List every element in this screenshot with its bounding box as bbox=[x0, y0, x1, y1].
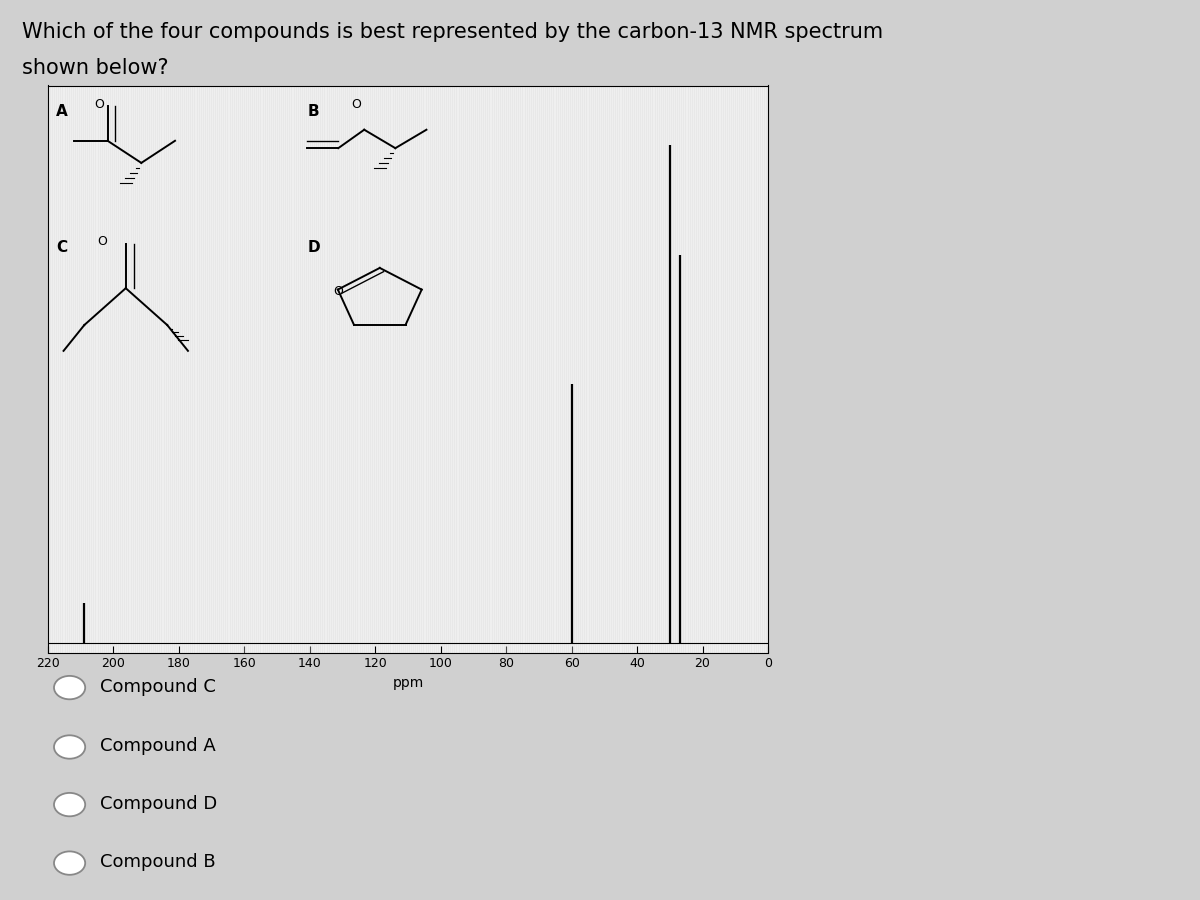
Text: Compound B: Compound B bbox=[100, 853, 215, 871]
Text: Compound D: Compound D bbox=[100, 795, 217, 813]
Text: Compound A: Compound A bbox=[100, 737, 215, 755]
Text: Compound C: Compound C bbox=[100, 678, 216, 696]
Text: Which of the four compounds is best represented by the carbon-13 NMR spectrum: Which of the four compounds is best repr… bbox=[22, 22, 883, 42]
X-axis label: ppm: ppm bbox=[392, 676, 424, 690]
Text: shown below?: shown below? bbox=[22, 58, 168, 78]
